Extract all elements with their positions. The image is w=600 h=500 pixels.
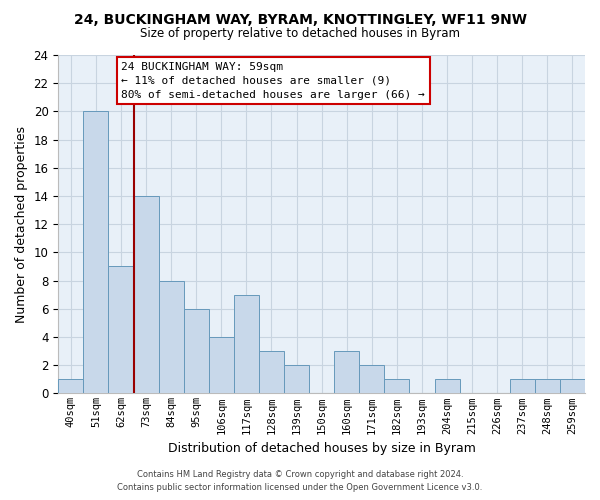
Bar: [58, 380, 83, 394]
Bar: [134, 196, 158, 394]
Bar: [385, 380, 409, 394]
Bar: [535, 380, 560, 394]
Bar: [510, 380, 535, 394]
Bar: [109, 266, 134, 394]
Bar: [434, 380, 460, 394]
Text: 24 BUCKINGHAM WAY: 59sqm
← 11% of detached houses are smaller (9)
80% of semi-de: 24 BUCKINGHAM WAY: 59sqm ← 11% of detach…: [121, 62, 425, 100]
Bar: [234, 294, 259, 394]
Bar: [359, 365, 385, 394]
Bar: [158, 280, 184, 394]
Bar: [209, 337, 234, 394]
X-axis label: Distribution of detached houses by size in Byram: Distribution of detached houses by size …: [168, 442, 476, 455]
Bar: [560, 380, 585, 394]
Text: Contains HM Land Registry data © Crown copyright and database right 2024.
Contai: Contains HM Land Registry data © Crown c…: [118, 470, 482, 492]
Text: Size of property relative to detached houses in Byram: Size of property relative to detached ho…: [140, 28, 460, 40]
Bar: [83, 112, 109, 394]
Bar: [334, 351, 359, 394]
Bar: [284, 365, 309, 394]
Bar: [184, 309, 209, 394]
Y-axis label: Number of detached properties: Number of detached properties: [15, 126, 28, 322]
Bar: [259, 351, 284, 394]
Text: 24, BUCKINGHAM WAY, BYRAM, KNOTTINGLEY, WF11 9NW: 24, BUCKINGHAM WAY, BYRAM, KNOTTINGLEY, …: [74, 12, 527, 26]
